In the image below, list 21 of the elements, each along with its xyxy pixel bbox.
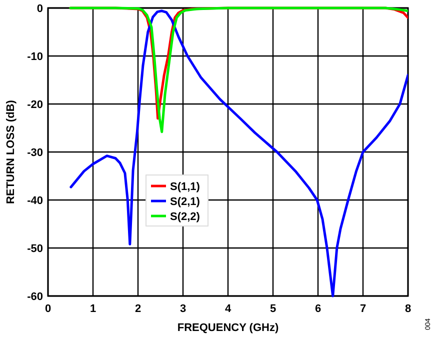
y-tick-label: -60 xyxy=(27,291,43,303)
x-tick-label: 8 xyxy=(404,303,412,315)
y-tick-label: -20 xyxy=(27,99,43,111)
y-axis-title: RETURN LOSS (dB) xyxy=(5,100,17,204)
x-tick-label: 4 xyxy=(224,303,232,315)
y-tick-label: 0 xyxy=(36,3,43,15)
y-tick-label: -50 xyxy=(27,243,43,255)
x-tick-label: 1 xyxy=(90,303,96,315)
legend-label: S(1,1) xyxy=(170,181,200,193)
x-tick-label: 6 xyxy=(314,303,322,315)
y-tick-label: -30 xyxy=(27,147,43,159)
legend-label: S(2,2) xyxy=(170,211,200,223)
x-tick-label: 2 xyxy=(134,303,142,315)
y-tick-label: -40 xyxy=(27,195,43,207)
y-tick-label: -10 xyxy=(27,51,43,63)
x-tick-label: 7 xyxy=(360,303,366,315)
x-tick-label: 0 xyxy=(44,303,52,315)
x-tick-label: 5 xyxy=(270,303,276,315)
x-axis-title: FREQUENCY (GHz) xyxy=(177,322,279,334)
legend-label: S(2,1) xyxy=(170,196,200,208)
x-tick-label: 3 xyxy=(180,303,186,315)
